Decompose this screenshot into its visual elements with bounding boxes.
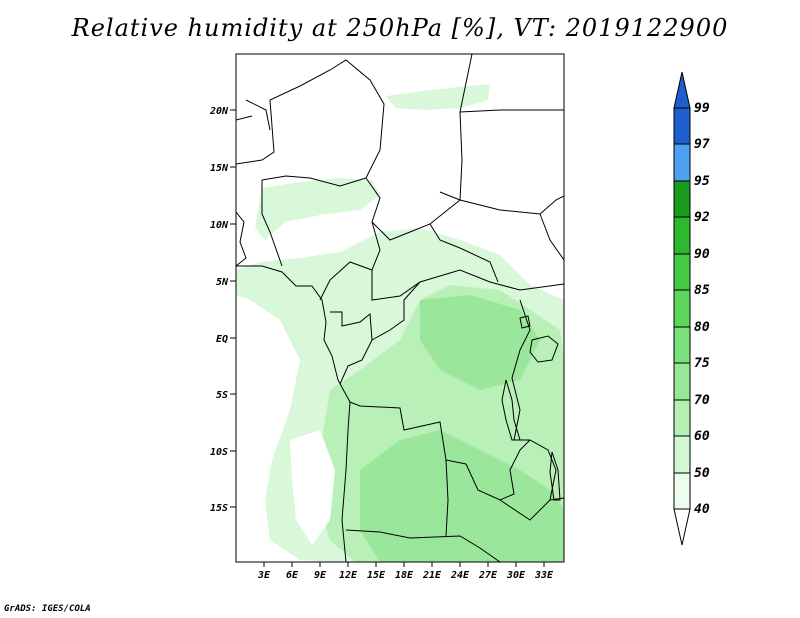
svg-text:10N: 10N [210,220,229,231]
lakes [501,315,561,501]
lon-axis: 3E 6E 9E 12E 15E 18E 21E 24E 27E 30E 33E [257,562,554,581]
colorbar-label: 92 [694,210,710,225]
colorbar-label: 99 [694,101,710,116]
svg-text:33E: 33E [534,570,554,581]
svg-text:5S: 5S [216,390,228,401]
border-drc-angola [349,401,531,501]
svg-text:12E: 12E [339,570,358,581]
colorbar-label: 95 [694,174,710,189]
lon-tick: 15E [367,562,386,581]
lon-tick: 21E [422,562,442,581]
lat-tick: EQ [216,334,236,345]
border-sudan [439,191,564,215]
colorbar-label: 80 [694,320,710,335]
lon-tick: 27E [478,562,498,581]
border-angola-south [345,529,501,562]
lat-tick: 20N [209,106,236,117]
colorbar-label: 97 [694,137,710,152]
lon-tick: 30E [506,562,526,581]
border-east-africa [511,299,557,501]
svg-text:18E: 18E [395,570,414,581]
colorbar-segment [673,435,691,474]
svg-text:15S: 15S [210,503,228,514]
lat-tick: 10N [210,220,236,231]
colorbar: 99 97 95 92 90 85 80 75 70 60 50 40 [673,71,710,546]
map-frame [235,53,565,563]
lat-tick: 15N [210,163,236,174]
border-east-sahara [459,109,564,113]
colorbar-label: 75 [694,356,710,371]
svg-text:20N: 20N [209,106,229,117]
svg-text:15E: 15E [367,570,386,581]
lake-kyoga [519,315,531,329]
colorbar-label: 50 [694,466,710,481]
svg-text:24E: 24E [450,570,470,581]
coastline-west-africa [236,211,351,562]
colorbar-label: 85 [694,283,710,298]
colorbar-segment [673,362,691,401]
lat-axis: 20N 15N 10N 5N EQ 5S 10S 15S [209,106,236,514]
border-sahara [236,54,473,241]
lon-tick: 33E [534,562,554,581]
humidity-region-dark [360,430,564,562]
grads-credit: GrADS: IGES/COLA [4,604,91,614]
colorbar-bottom-arrow [673,508,691,546]
lake-tanganyika [501,379,521,441]
border-chad-south [429,223,499,283]
lat-tick: 5N [216,277,236,288]
lon-tick: 6E [286,562,299,581]
colorbar-segment [673,216,691,255]
lon-tick: 9E [314,562,327,581]
svg-text:15N: 15N [210,163,229,174]
colorbar-top-arrow [673,71,691,109]
colorbar-label: 60 [694,429,710,444]
humidity-gap [290,430,335,545]
colorbar-segment [673,253,691,291]
colorbar-segment [673,326,691,364]
humidity-region-north [255,178,380,240]
border-zambia [445,459,564,537]
colorbar-label: 90 [694,247,710,262]
border-car [371,221,564,301]
border-cameroon [319,261,373,301]
country-borders [236,54,564,562]
svg-text:5N: 5N [216,277,229,288]
lon-tick: 12E [339,562,358,581]
map-title: Relative humidity at 250hPa [%], VT: 201… [71,14,729,42]
border-east-ethiopia [539,213,564,261]
lon-tick: 18E [395,562,414,581]
lon-tick: 3E [257,562,271,581]
border-congo-drc [371,281,421,341]
svg-text:EQ: EQ [216,334,228,345]
colorbar-segment [673,472,691,510]
svg-text:10S: 10S [210,447,228,458]
humidity-region-nw [386,84,490,110]
colorbar-label: 70 [694,393,710,408]
lake-malawi [549,451,561,501]
lat-tick: 15S [210,503,236,514]
border-gabon [330,311,373,385]
svg-text:3E: 3E [257,570,271,581]
svg-text:9E: 9E [314,570,327,581]
colorbar-segment [673,180,691,218]
colorbar-segment [673,143,691,182]
border-nw-small [236,99,271,131]
humidity-region-dark-2 [420,295,540,390]
border-nigeria [261,175,367,267]
lon-tick: 24E [450,562,470,581]
colorbar-segment [673,399,691,437]
svg-text:6E: 6E [286,570,299,581]
colorbar-label: 40 [694,502,710,517]
humidity-field [236,84,564,562]
lat-tick: 10S [210,447,236,458]
colorbar-segment [673,107,691,145]
svg-text:30E: 30E [506,570,526,581]
lake-victoria [529,335,559,363]
svg-text:21E: 21E [422,570,442,581]
svg-text:27E: 27E [478,570,498,581]
colorbar-segment [673,289,691,328]
lat-tick: 5S [216,390,236,401]
